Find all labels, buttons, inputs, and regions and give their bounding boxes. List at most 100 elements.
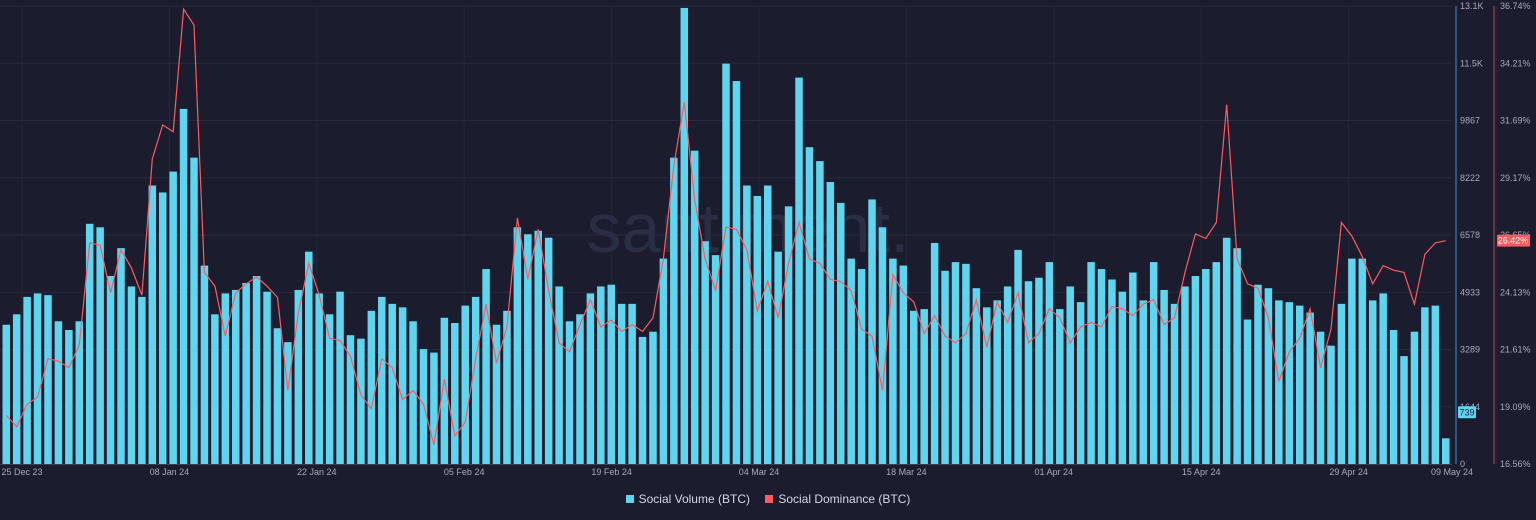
social-volume-bar [1202, 269, 1210, 464]
x-axis-tick-label: 05 Feb 24 [444, 467, 485, 477]
social-volume-bar [868, 199, 876, 465]
social-volume-bar [1149, 262, 1158, 464]
social-volume-bar [576, 314, 584, 464]
social-volume-bar [169, 171, 177, 465]
social-volume-bar [252, 276, 261, 464]
right-axis-tick-label: 19.09% [1500, 402, 1531, 412]
social-volume-bar [492, 324, 501, 464]
x-axis-tick-label: 18 Mar 24 [886, 467, 927, 477]
social-volume-bar [12, 314, 21, 464]
right-axis-tick-label: 34.21% [1500, 58, 1531, 68]
social-volume-bar [680, 7, 689, 465]
social-volume-bar [1139, 300, 1147, 464]
social-volume-bar [534, 230, 542, 464]
social-volume-bar [763, 185, 772, 464]
x-axis-tick-label: 09 May 24 [1431, 467, 1473, 477]
social-dominance-line [5, 7, 1446, 446]
social-volume-bar [617, 303, 626, 464]
social-volume-bar [1264, 288, 1273, 464]
left-axis-tick-label: 11.5K [1460, 58, 1483, 68]
social-volume-bar [1431, 305, 1440, 464]
social-volume-bar [179, 108, 188, 465]
social-volume-bar [795, 77, 803, 464]
legend: Social Volume (BTC) Social Dominance (BT… [0, 492, 1536, 506]
x-axis-tick-label: 01 Apr 24 [1035, 467, 1074, 477]
social-volume-bar [1337, 303, 1346, 464]
social-volume-bar [1024, 281, 1033, 464]
x-axis-tick-label: 15 Apr 24 [1182, 467, 1221, 477]
social-volume-bar [941, 270, 949, 464]
social-volume-bar [805, 147, 814, 464]
social-volume-bar [513, 227, 522, 464]
social-volume-bar [1389, 329, 1398, 464]
social-volume-bar [1441, 438, 1450, 464]
legend-item-social-dominance[interactable]: Social Dominance (BTC) [765, 492, 910, 506]
social-volume-bar [1076, 302, 1085, 464]
social-volume-bar [388, 303, 396, 464]
legend-label-social-dominance: Social Dominance (BTC) [778, 492, 911, 506]
x-axis-tick-label: 22 Jan 24 [297, 467, 337, 477]
social-volume-bar [1066, 286, 1074, 464]
social-volume-bar [722, 63, 730, 464]
left-axis-tick-label: 3289 [1460, 345, 1480, 355]
social-volume-bar [920, 309, 928, 464]
social-volume-bar [54, 321, 63, 464]
social-volume-bar [607, 284, 616, 464]
social-volume-bar [1285, 302, 1294, 464]
social-volume-bar [1316, 331, 1325, 464]
social-volume-bar [910, 310, 918, 464]
social-volume-bar [23, 296, 31, 464]
social-volume-bar [273, 328, 282, 464]
social-volume-bar [242, 282, 250, 464]
social-volume-bar [471, 296, 480, 464]
axes: 13.1K11.5K986782226578493332891644036.74… [0, 1, 1531, 477]
social-volume-bar [1035, 277, 1043, 464]
social-volume-bar [44, 295, 52, 464]
social-volume-bar [1191, 276, 1200, 464]
social-volume-bar [461, 305, 469, 464]
social-volume-bar [1348, 258, 1356, 464]
social-volume-bar [878, 227, 887, 464]
social-volume-bar [305, 251, 313, 464]
left-axis-tick-label: 0 [1460, 459, 1465, 469]
social-volume-bar [336, 291, 344, 464]
social-volume-bar [565, 321, 574, 464]
social-volume-bar [753, 195, 762, 464]
left-axis-tick-label: 13.1K [1460, 1, 1484, 11]
social-volume-bar [294, 289, 303, 464]
social-volume-bar [1410, 331, 1419, 464]
social-volume-bar [1097, 269, 1106, 464]
chart-canvas: santiment. 13.1K11.5K9867822265784933328… [0, 1, 1531, 477]
social-volume-bar [85, 223, 94, 464]
latest-dominance-badge [1497, 234, 1530, 247]
social-volume-bar [1014, 249, 1022, 464]
social-volume-bar [325, 314, 334, 464]
social-volume-bar [211, 314, 219, 464]
social-volume-bar [221, 293, 230, 464]
social-volume-bar [127, 286, 136, 464]
social-volume-bar [638, 336, 647, 464]
social-volume-bar [857, 269, 866, 464]
x-axis-tick-label: 29 Apr 24 [1329, 467, 1368, 477]
social-volume-bar [419, 349, 428, 464]
social-volume-bar [1421, 307, 1429, 464]
left-axis-tick-label: 9867 [1460, 116, 1480, 126]
social-volume-bar [732, 81, 741, 464]
social-volume-bar [524, 234, 532, 464]
social-volume-bar [1170, 303, 1179, 464]
right-axis-tick-label: 36.74% [1500, 1, 1531, 11]
social-volume-bar [315, 293, 323, 464]
social-volume-bar [1368, 300, 1377, 464]
social-volume-bar [899, 265, 908, 464]
latest-dominance-label: 26.42% [1498, 236, 1529, 246]
social-volume-bar [816, 161, 824, 465]
social-volume-bar [430, 352, 438, 464]
social-volume-bar [1327, 345, 1335, 464]
social-volume-bar [158, 192, 167, 464]
social-volume-bar [690, 150, 699, 465]
social-volume-bar [138, 296, 146, 464]
legend-item-social-volume[interactable]: Social Volume (BTC) [625, 492, 750, 506]
social-volume-bar [1087, 262, 1095, 464]
social-volume-bar [231, 289, 240, 464]
social-volume-bars [2, 7, 1450, 465]
